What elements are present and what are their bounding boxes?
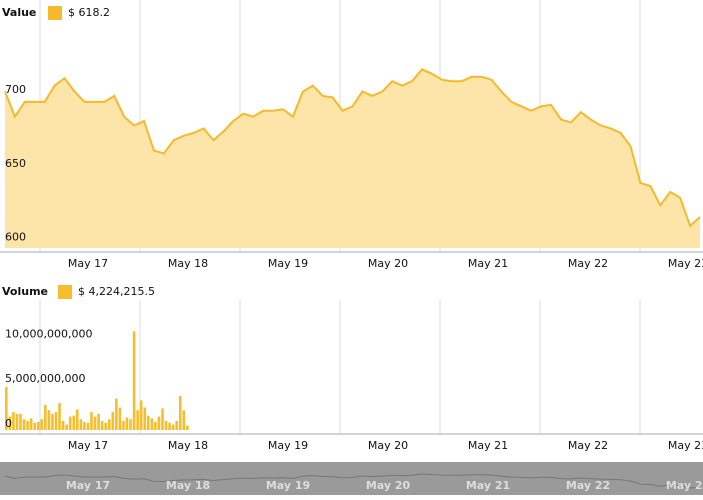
x-tick-label: May 20	[368, 439, 408, 452]
x-tick-label: May 18	[168, 439, 208, 452]
volume-bar	[44, 404, 47, 430]
navigator-label: May 18	[166, 479, 210, 492]
y-tick-label: 5,000,000,000	[5, 372, 85, 385]
volume-bar	[61, 421, 65, 430]
volume-bar	[22, 419, 26, 430]
volume-bar	[12, 412, 15, 430]
x-tick-label: May 23	[668, 257, 703, 270]
volume-bar	[36, 421, 40, 430]
legend-label: Value	[2, 6, 36, 19]
volume-bar	[93, 416, 97, 430]
y-tick-label: 650	[5, 157, 26, 170]
legend-label: Volume	[2, 285, 48, 298]
volume-bar	[97, 413, 100, 430]
volume-bar	[104, 422, 107, 430]
volume-bar	[178, 395, 182, 430]
navigator-label: May 23	[666, 479, 703, 492]
volume-bar	[122, 421, 125, 430]
y-tick-label: 700	[5, 83, 26, 96]
x-tick-label: May 22	[568, 439, 608, 452]
value-line	[4, 68, 701, 228]
volume-bar	[19, 413, 22, 430]
volume-bar	[86, 422, 90, 430]
volume-bar	[136, 410, 139, 430]
volume-bar	[186, 425, 189, 430]
x-tick-label: May 21	[468, 257, 508, 270]
volume-bar	[154, 421, 157, 430]
volume-bar	[125, 417, 129, 430]
legend-swatch	[58, 285, 72, 299]
volume-bar	[182, 410, 186, 430]
x-tick-label: May 20	[368, 257, 408, 270]
volume-bar	[47, 410, 51, 430]
x-tick-label: May 17	[68, 257, 108, 270]
legend-readout: $ 4,224,215.5	[78, 285, 155, 298]
volume-bar	[111, 412, 115, 430]
volume-bar	[33, 422, 36, 430]
volume-bar	[65, 424, 68, 430]
volume-bar	[107, 419, 111, 430]
volume-bar	[175, 421, 178, 430]
volume-bar	[171, 424, 175, 430]
volume-bar	[90, 412, 93, 430]
volume-bar	[68, 416, 72, 430]
volume-bar	[15, 413, 19, 430]
y-tick-label: 0	[5, 417, 12, 430]
navigator-line	[4, 473, 701, 489]
volume-bar	[79, 419, 83, 430]
volume-bar	[29, 418, 33, 430]
volume-bar	[157, 416, 161, 430]
volume-bar	[161, 408, 164, 430]
x-tick-label: May 18	[168, 257, 208, 270]
x-tick-label: May 21	[468, 439, 508, 452]
volume-bar	[72, 415, 76, 430]
navigator-label: May 21	[466, 479, 510, 492]
legend-readout: $ 618.2	[68, 6, 110, 19]
x-tick-label: May 23	[668, 439, 703, 452]
volume-bar	[168, 422, 171, 430]
volume-bar	[58, 403, 61, 430]
volume-bar	[100, 421, 104, 430]
legend-swatch	[48, 6, 62, 20]
volume-bar	[5, 386, 8, 430]
volume-bar	[76, 409, 79, 430]
y-tick-label: 10,000,000,000	[5, 327, 92, 340]
volume-bar	[115, 398, 118, 430]
volume-bar	[26, 421, 29, 430]
navigator-label: May 19	[266, 479, 310, 492]
navigator-label: May 17	[66, 479, 110, 492]
volume-bar	[150, 418, 154, 430]
volume-bar	[143, 407, 147, 430]
navigator-labels: May 17 May 18 May 19 May 20 May 21 May 22 May …	[66, 479, 703, 492]
x-tick-label: May 17	[68, 439, 108, 452]
volume-bar	[132, 331, 136, 430]
volume-bar	[164, 421, 168, 430]
volume-bar	[54, 412, 58, 430]
volume-bar	[147, 415, 150, 430]
volume-bar	[139, 400, 143, 430]
volume-bar	[129, 419, 132, 430]
volume-bar	[8, 416, 12, 430]
navigator-label: May 22	[566, 479, 610, 492]
volume-bar	[118, 407, 122, 430]
volume-bar	[51, 413, 54, 430]
navigator-label: May 20	[366, 479, 411, 492]
y-tick-label: 600	[5, 231, 26, 244]
area-fill	[5, 69, 700, 248]
volume-bar	[40, 419, 44, 430]
x-tick-label: May 22	[568, 257, 608, 270]
x-tick-label: May 19	[268, 439, 308, 452]
volume-bar	[83, 421, 86, 430]
x-tick-label: May 19	[268, 257, 308, 270]
